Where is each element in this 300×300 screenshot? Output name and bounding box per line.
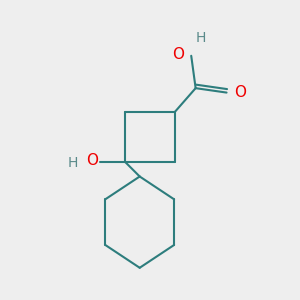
Text: H: H <box>68 156 78 170</box>
Text: O: O <box>234 85 246 100</box>
Text: H: H <box>196 31 206 45</box>
Text: O: O <box>172 47 184 62</box>
Text: O: O <box>86 153 98 168</box>
